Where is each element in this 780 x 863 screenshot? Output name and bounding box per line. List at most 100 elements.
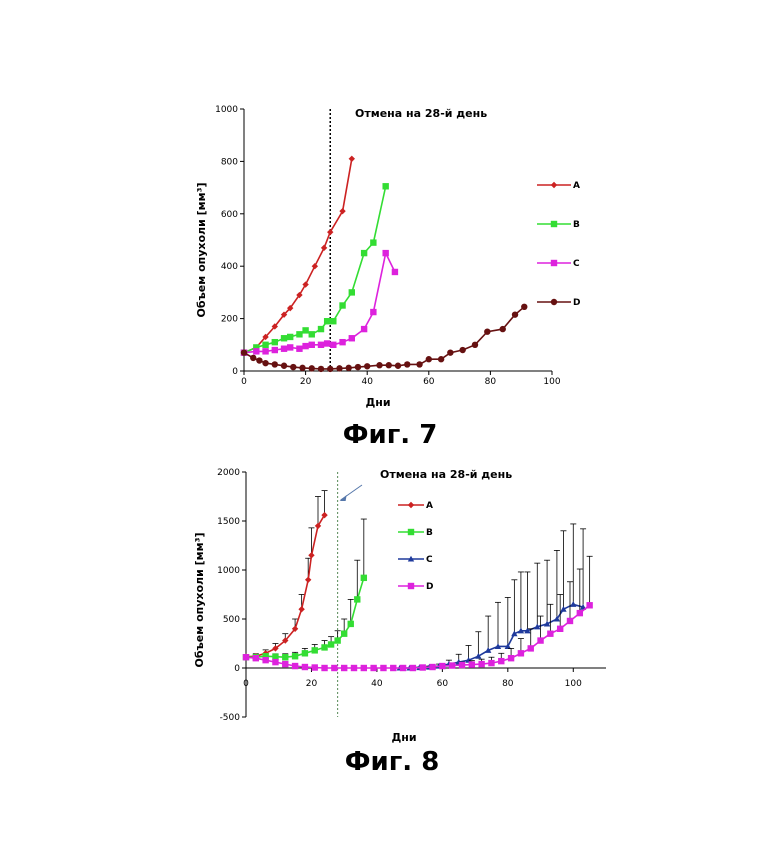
x-axis-label: Дни — [365, 396, 390, 409]
legend-label-C: C — [573, 259, 580, 269]
series-A — [241, 156, 355, 356]
y-axis-label: Объем опухоли [мм³] — [193, 532, 206, 667]
data-point-D — [302, 664, 308, 670]
data-point-C — [296, 346, 302, 352]
y-tick-label: 1000 — [215, 105, 238, 115]
data-point-C — [330, 342, 336, 348]
data-point-D — [341, 665, 347, 671]
y-tick-label: 1000 — [217, 566, 240, 576]
x-tick-label: 0 — [243, 679, 249, 689]
data-point-D — [256, 357, 262, 363]
data-point-D — [420, 664, 426, 670]
legend-label-B: B — [426, 528, 433, 538]
data-point-A — [327, 229, 333, 235]
x-tick-label: 60 — [423, 377, 435, 387]
data-point-D — [426, 356, 432, 362]
data-point-B — [272, 339, 278, 345]
data-point-A — [349, 156, 355, 162]
data-point-D — [292, 663, 298, 669]
data-point-D — [498, 658, 504, 664]
data-point-C — [272, 347, 278, 353]
legend-label-A: A — [426, 501, 433, 511]
legend-label-C: C — [426, 555, 433, 565]
y-tick-label: 2000 — [217, 468, 240, 478]
data-point-D — [577, 610, 583, 616]
data-point-D — [557, 626, 563, 632]
y-tick-label: 0 — [232, 367, 238, 377]
legend-label-D: D — [426, 582, 433, 592]
data-point-D — [537, 637, 543, 643]
data-point-A — [312, 263, 318, 269]
data-point-D — [272, 659, 278, 665]
data-point-D — [327, 366, 333, 372]
x-tick-label: 0 — [241, 377, 247, 387]
data-point-A — [298, 606, 304, 612]
data-point-D — [567, 618, 573, 624]
data-point-C — [370, 309, 376, 315]
data-point-D — [376, 362, 382, 368]
data-point-D — [241, 349, 247, 355]
data-point-B — [282, 654, 288, 660]
data-point-C — [302, 343, 308, 349]
data-point-A — [321, 245, 327, 251]
data-point-B — [328, 641, 334, 647]
data-point-B — [339, 302, 345, 308]
data-point-D — [508, 655, 514, 661]
data-point-B — [349, 289, 355, 295]
x-tick-label: 100 — [543, 377, 560, 387]
data-point-B — [281, 335, 287, 341]
data-point-D — [586, 602, 592, 608]
data-point-D — [512, 311, 518, 317]
data-point-D — [321, 665, 327, 671]
data-point-C — [281, 346, 287, 352]
cutoff-annotation: Отмена на 28-й день — [355, 107, 487, 120]
data-point-C — [324, 340, 330, 346]
data-point-D — [262, 657, 268, 663]
x-tick-label: 60 — [437, 679, 449, 689]
data-point-D — [500, 326, 506, 332]
legend-label-D: D — [573, 298, 580, 308]
data-point-B — [296, 331, 302, 337]
legend-marker-D — [408, 583, 414, 589]
x-tick-label: 20 — [300, 377, 312, 387]
data-point-D — [429, 664, 435, 670]
data-point-B — [334, 637, 340, 643]
series-B — [243, 519, 367, 660]
data-point-D — [250, 355, 256, 361]
data-point-D — [439, 663, 445, 669]
data-point-C — [382, 250, 388, 256]
data-point-D — [459, 347, 465, 353]
data-point-C — [287, 344, 293, 350]
data-point-A — [308, 552, 314, 558]
y-tick-label: 0 — [234, 664, 240, 674]
data-point-D — [272, 361, 278, 367]
data-point-B — [287, 334, 293, 340]
data-point-D — [351, 665, 357, 671]
data-point-D — [299, 365, 305, 371]
data-point-A — [339, 208, 345, 214]
data-point-C — [570, 601, 576, 607]
data-point-D — [528, 645, 534, 651]
x-tick-label: 100 — [565, 679, 582, 689]
data-point-D — [361, 665, 367, 671]
chart-2: -5000500100015002000020406080100ДниОбъем… — [193, 468, 606, 777]
data-point-D — [331, 665, 337, 671]
data-point-C — [309, 342, 315, 348]
data-point-C — [339, 339, 345, 345]
data-point-B — [302, 327, 308, 333]
y-tick-label: 500 — [223, 615, 240, 625]
y-tick-label: 1500 — [217, 517, 240, 527]
x-axis-label: Дни — [391, 731, 416, 744]
data-point-D — [518, 650, 524, 656]
data-point-D — [404, 361, 410, 367]
legend-label-A: A — [573, 181, 580, 191]
cutoff-arrow-head — [340, 495, 347, 501]
data-point-D — [346, 365, 352, 371]
data-point-D — [282, 661, 288, 667]
data-point-B — [292, 653, 298, 659]
data-point-D — [243, 654, 249, 660]
data-point-D — [478, 661, 484, 667]
data-point-D — [364, 363, 370, 369]
legend-marker-A — [408, 502, 414, 508]
